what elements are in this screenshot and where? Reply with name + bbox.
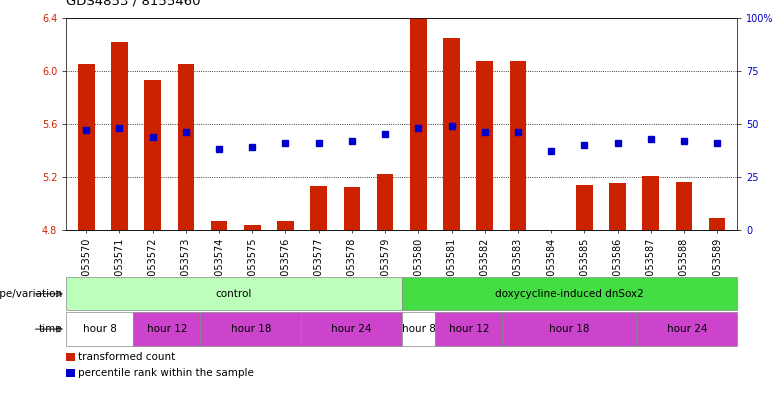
Bar <box>178 64 194 230</box>
Bar <box>709 218 725 230</box>
Bar <box>66 369 75 377</box>
Bar <box>211 220 227 230</box>
Text: hour 8: hour 8 <box>402 324 435 334</box>
Bar <box>477 61 493 230</box>
Bar <box>310 186 327 230</box>
Bar <box>343 187 360 230</box>
Text: hour 24: hour 24 <box>667 324 707 334</box>
Bar <box>636 312 737 346</box>
Text: hour 18: hour 18 <box>231 324 271 334</box>
Bar <box>509 61 526 230</box>
Bar <box>643 176 659 230</box>
Bar <box>244 225 261 230</box>
Text: doxycycline-induced dnSox2: doxycycline-induced dnSox2 <box>495 289 644 299</box>
Bar <box>78 64 94 230</box>
Bar <box>435 312 502 346</box>
Bar <box>443 38 460 230</box>
Bar <box>200 312 301 346</box>
Bar <box>576 185 593 230</box>
Text: hour 24: hour 24 <box>332 324 371 334</box>
Bar <box>133 312 200 346</box>
Bar <box>402 312 435 346</box>
Text: transformed count: transformed count <box>78 352 176 362</box>
Bar <box>111 42 128 230</box>
Text: hour 12: hour 12 <box>147 324 187 334</box>
Bar <box>301 312 402 346</box>
Text: genotype/variation: genotype/variation <box>0 289 62 299</box>
Text: hour 18: hour 18 <box>549 324 590 334</box>
Text: percentile rank within the sample: percentile rank within the sample <box>78 368 254 378</box>
Bar <box>402 277 737 310</box>
Text: control: control <box>216 289 252 299</box>
Bar <box>609 184 626 230</box>
Bar <box>502 312 636 346</box>
Bar <box>277 220 294 230</box>
Text: GDS4853 / 8155460: GDS4853 / 8155460 <box>66 0 200 8</box>
Bar <box>377 174 393 230</box>
Text: hour 8: hour 8 <box>83 324 117 334</box>
Text: time: time <box>39 324 62 334</box>
Bar <box>410 0 427 230</box>
Bar <box>66 312 133 346</box>
Bar <box>675 182 693 230</box>
Text: hour 12: hour 12 <box>448 324 489 334</box>
Bar <box>66 353 75 361</box>
Bar <box>144 80 161 230</box>
Bar <box>66 277 402 310</box>
Bar <box>543 230 559 231</box>
